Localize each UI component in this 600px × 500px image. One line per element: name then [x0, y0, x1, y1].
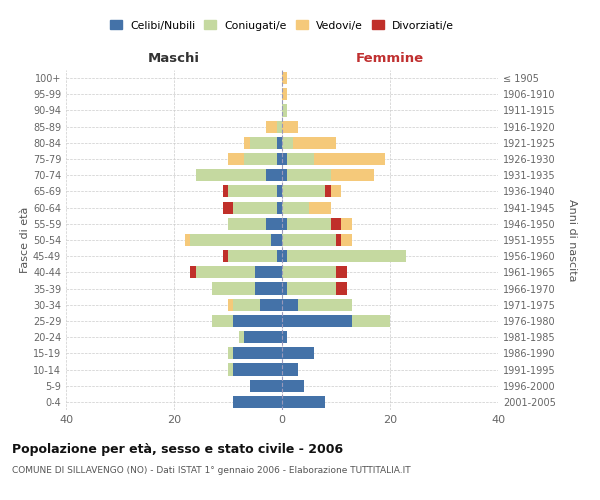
Bar	[287, 169, 331, 181]
Bar	[223, 250, 228, 262]
Bar	[228, 218, 266, 230]
Bar	[282, 218, 287, 230]
Bar	[287, 218, 331, 230]
Bar	[271, 234, 282, 246]
Bar	[282, 72, 287, 84]
Bar	[282, 104, 287, 117]
Bar	[341, 234, 352, 246]
Bar	[223, 186, 228, 198]
Bar	[228, 153, 244, 165]
Bar	[196, 266, 255, 278]
Bar	[331, 186, 341, 198]
Bar	[314, 153, 385, 165]
Bar	[293, 137, 336, 149]
Bar	[196, 169, 266, 181]
Bar	[287, 153, 314, 165]
Bar	[190, 234, 271, 246]
Bar	[228, 186, 277, 198]
Bar	[266, 169, 282, 181]
Bar	[212, 282, 255, 294]
Bar	[352, 315, 390, 327]
Bar	[255, 266, 282, 278]
Bar	[228, 250, 277, 262]
Legend: Celibi/Nubili, Coniugati/e, Vedovi/e, Divorziati/e: Celibi/Nubili, Coniugati/e, Vedovi/e, Di…	[110, 20, 454, 30]
Bar	[331, 218, 341, 230]
Bar	[325, 186, 331, 198]
Text: Femmine: Femmine	[356, 52, 424, 65]
Bar	[190, 266, 196, 278]
Text: Maschi: Maschi	[148, 52, 200, 65]
Bar	[277, 186, 282, 198]
Bar	[282, 88, 287, 101]
Bar	[266, 218, 282, 230]
Bar	[277, 120, 282, 132]
Bar	[287, 250, 406, 262]
Bar	[185, 234, 190, 246]
Bar	[244, 137, 250, 149]
Bar	[309, 202, 331, 213]
Bar	[277, 153, 282, 165]
Bar	[228, 298, 233, 311]
Bar	[282, 331, 287, 343]
Bar	[277, 137, 282, 149]
Bar	[282, 234, 336, 246]
Bar	[336, 234, 341, 246]
Bar	[228, 348, 233, 360]
Bar	[282, 396, 325, 408]
Bar	[277, 202, 282, 213]
Bar	[282, 137, 293, 149]
Bar	[255, 282, 282, 294]
Bar	[233, 348, 282, 360]
Bar	[233, 364, 282, 376]
Text: Popolazione per età, sesso e stato civile - 2006: Popolazione per età, sesso e stato civil…	[12, 442, 343, 456]
Bar	[233, 315, 282, 327]
Bar	[233, 396, 282, 408]
Bar	[282, 348, 314, 360]
Bar	[282, 298, 298, 311]
Bar	[282, 186, 325, 198]
Text: COMUNE DI SILLAVENGO (NO) - Dati ISTAT 1° gennaio 2006 - Elaborazione TUTTITALIA: COMUNE DI SILLAVENGO (NO) - Dati ISTAT 1…	[12, 466, 410, 475]
Bar	[282, 266, 336, 278]
Bar	[282, 315, 352, 327]
Bar	[228, 364, 233, 376]
Bar	[244, 153, 277, 165]
Bar	[212, 315, 233, 327]
Y-axis label: Anni di nascita: Anni di nascita	[567, 198, 577, 281]
Bar	[244, 331, 282, 343]
Bar	[223, 202, 233, 213]
Bar	[298, 298, 352, 311]
Bar	[331, 169, 374, 181]
Bar	[341, 218, 352, 230]
Bar	[282, 282, 287, 294]
Bar	[266, 120, 277, 132]
Y-axis label: Fasce di età: Fasce di età	[20, 207, 30, 273]
Bar	[282, 364, 298, 376]
Bar	[336, 282, 347, 294]
Bar	[282, 153, 287, 165]
Bar	[250, 137, 277, 149]
Bar	[282, 169, 287, 181]
Bar	[282, 202, 309, 213]
Bar	[250, 380, 282, 392]
Bar	[239, 331, 244, 343]
Bar	[282, 380, 304, 392]
Bar	[336, 266, 347, 278]
Bar	[277, 250, 282, 262]
Bar	[282, 250, 287, 262]
Bar	[260, 298, 282, 311]
Bar	[233, 202, 277, 213]
Bar	[282, 120, 298, 132]
Bar	[287, 282, 336, 294]
Bar	[233, 298, 260, 311]
